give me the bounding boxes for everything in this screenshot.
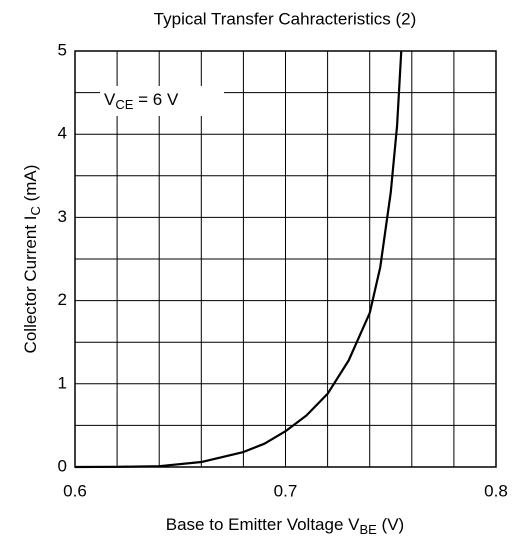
- x-tick-label: 0.6: [63, 481, 87, 500]
- chart-title: Typical Transfer Cahracteristics (2): [154, 9, 417, 28]
- y-tick-label: 1: [58, 373, 67, 392]
- y-tick-label: 2: [58, 290, 67, 309]
- x-tick-label: 0.7: [274, 481, 298, 500]
- y-axis-label: Collector Current IC (mA): [21, 165, 43, 354]
- annotation-rest: = 6 V: [133, 90, 179, 109]
- y-tick-label: 5: [58, 40, 67, 59]
- y-label-rest: (mA): [21, 165, 40, 207]
- curve: [74, 50, 403, 469]
- x-axis-label: Base to Emitter Voltage VBE (V): [166, 515, 404, 537]
- grid: [75, 51, 496, 467]
- annotation: VCE = 6 V: [104, 90, 179, 112]
- annotation-sub: CE: [115, 97, 133, 112]
- y-tick-label: 0: [58, 456, 67, 475]
- plot-frame: [74, 50, 497, 468]
- x-tick-label: 0.8: [484, 481, 508, 500]
- annotation-background: [100, 86, 224, 116]
- y-label-main: Collector Current I: [21, 216, 40, 354]
- y-tick-label: 4: [58, 124, 67, 143]
- x-label-sub: BE: [359, 522, 377, 537]
- x-label-rest: (V): [377, 515, 404, 534]
- y-label-sub: C: [28, 206, 43, 215]
- annotation-main: V: [104, 90, 116, 109]
- y-tick-label: 3: [58, 207, 67, 226]
- x-label-main: Base to Emitter Voltage V: [166, 515, 360, 534]
